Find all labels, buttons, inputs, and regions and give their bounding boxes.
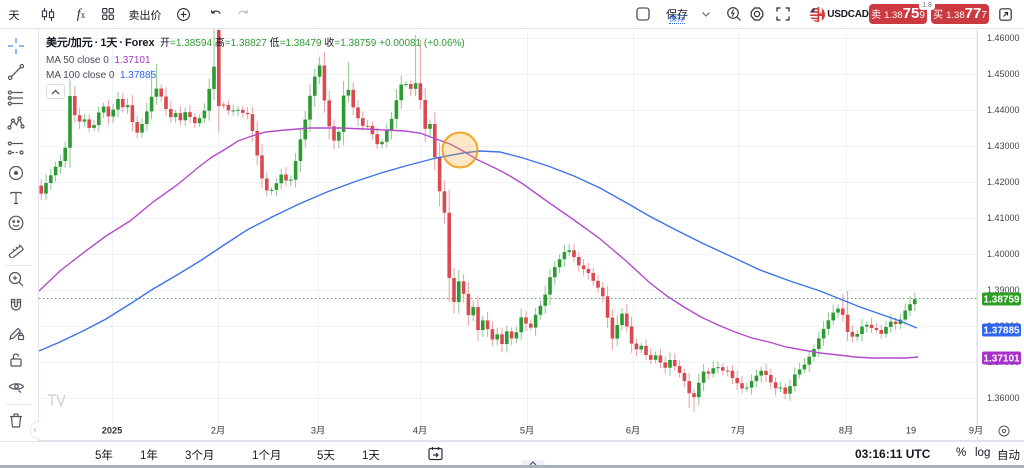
svg-text:1.44000: 1.44000 [987, 105, 1020, 115]
svg-text:1.37101: 1.37101 [983, 354, 1020, 365]
svg-text:1.38759: 1.38759 [983, 295, 1020, 306]
svg-text:1.36000: 1.36000 [987, 393, 1020, 403]
svg-text:1.42000: 1.42000 [987, 177, 1020, 187]
svg-text:7月: 7月 [731, 426, 745, 436]
svg-text:2025: 2025 [102, 426, 122, 436]
svg-text:8月: 8月 [839, 426, 853, 436]
svg-text:3月: 3月 [311, 426, 325, 436]
svg-text:1.39000: 1.39000 [987, 285, 1020, 295]
svg-text:2月: 2月 [211, 426, 225, 436]
svg-text:6月: 6月 [626, 426, 640, 436]
svg-text:1.41000: 1.41000 [987, 213, 1020, 223]
svg-text:1.37885: 1.37885 [983, 326, 1020, 337]
svg-text:1.46000: 1.46000 [987, 33, 1020, 43]
svg-text:4月: 4月 [413, 426, 427, 436]
svg-text:1.43000: 1.43000 [987, 141, 1020, 151]
svg-text:1.45000: 1.45000 [987, 69, 1020, 79]
svg-text:9月: 9月 [969, 426, 983, 436]
svg-text:5月: 5月 [520, 426, 534, 436]
svg-text:19: 19 [906, 426, 916, 436]
svg-text:1.40000: 1.40000 [987, 249, 1020, 259]
